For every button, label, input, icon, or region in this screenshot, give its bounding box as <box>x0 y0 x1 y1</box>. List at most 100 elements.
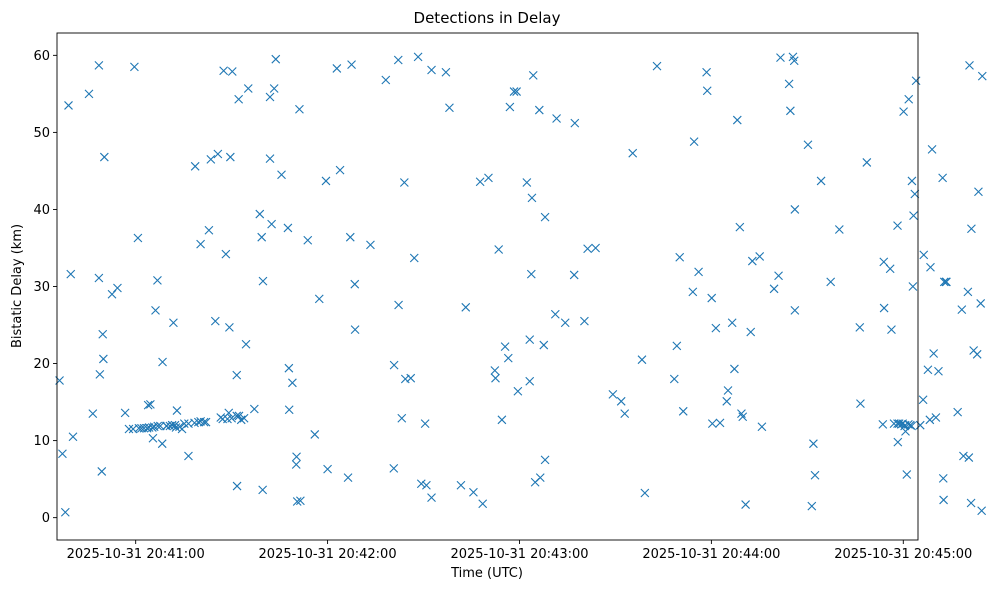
data-point-marker <box>637 355 647 365</box>
data-point-marker <box>816 176 826 186</box>
data-point-marker <box>919 250 929 260</box>
data-point-marker <box>133 233 143 243</box>
data-point-marker <box>878 420 888 429</box>
data-point-marker <box>560 318 570 328</box>
data-point-marker <box>953 407 963 417</box>
data-point-marker <box>284 363 294 373</box>
x-tick-label: 2025-10-31 20:44:00 <box>642 547 780 562</box>
data-point-marker <box>494 245 504 254</box>
data-point-marker <box>292 452 301 462</box>
data-point-marker <box>807 501 817 511</box>
data-point-marker <box>234 94 244 104</box>
data-point-marker <box>225 322 234 332</box>
data-point-marker <box>94 273 104 283</box>
data-point-marker <box>931 413 941 422</box>
data-point-marker <box>296 496 305 506</box>
data-point-marker <box>737 409 746 419</box>
data-point-marker <box>620 409 630 419</box>
data-point-marker <box>167 420 177 430</box>
data-point-marker <box>769 284 779 294</box>
data-point-marker <box>60 507 70 517</box>
data-point-marker <box>257 232 267 242</box>
data-point-marker <box>389 463 399 473</box>
data-point-marker <box>269 84 279 93</box>
data-point-marker <box>974 187 983 197</box>
data-point-marker <box>938 473 948 483</box>
data-point-marker <box>157 439 167 449</box>
data-point-marker <box>707 293 717 303</box>
data-point-marker <box>497 415 507 425</box>
data-point-marker <box>862 158 872 167</box>
data-point-marker <box>678 406 688 416</box>
data-point-marker <box>789 56 799 66</box>
data-point-marker <box>512 87 521 96</box>
data-point-marker <box>397 413 407 423</box>
y-axis: 0 10 20 30 40 50 60 <box>33 49 57 526</box>
data-point-marker <box>887 325 896 335</box>
data-point-marker <box>288 378 297 388</box>
data-point-marker <box>190 161 200 171</box>
data-point-marker <box>255 209 265 219</box>
data-point-marker <box>926 262 935 272</box>
y-tick-label: 30 <box>33 280 50 295</box>
data-point-marker <box>343 473 353 482</box>
data-point-marker <box>688 287 698 297</box>
data-point-marker <box>722 396 732 406</box>
data-point-marker <box>711 323 721 333</box>
data-point-marker <box>746 327 756 337</box>
data-point-marker <box>206 154 216 164</box>
data-point-marker <box>893 437 903 447</box>
data-point-marker <box>672 341 682 351</box>
data-point-marker <box>527 193 537 203</box>
y-tick-label: 60 <box>33 49 50 64</box>
data-point-marker <box>249 404 259 414</box>
data-point-marker <box>923 365 933 375</box>
data-point-marker <box>707 419 717 429</box>
data-point-marker <box>314 294 324 304</box>
data-point-marker <box>478 499 488 509</box>
data-point-marker <box>66 269 76 279</box>
data-point-marker <box>445 103 454 113</box>
data-point-marker <box>774 271 783 281</box>
data-point-marker <box>97 467 107 476</box>
data-point-marker <box>94 60 104 70</box>
data-point-marker <box>243 84 253 93</box>
data-point-marker <box>224 408 234 418</box>
data-point-marker <box>350 325 360 335</box>
y-tick-label: 40 <box>33 203 50 218</box>
data-point-marker <box>98 329 108 339</box>
data-point-marker <box>522 178 532 187</box>
data-point-marker <box>456 480 466 490</box>
data-point-marker <box>669 374 679 384</box>
data-point-marker <box>427 65 436 75</box>
data-point-marker <box>267 219 276 229</box>
data-point-marker <box>977 506 987 516</box>
data-point-marker <box>967 224 976 234</box>
data-point-marker <box>258 485 268 495</box>
data-point-marker <box>885 264 895 274</box>
data-point-marker <box>284 405 294 415</box>
data-point-marker <box>169 318 178 328</box>
x-tick-label: 2025-10-31 20:41:00 <box>67 547 205 562</box>
data-point-marker <box>99 152 109 162</box>
data-point-marker <box>855 322 865 332</box>
data-point-marker <box>227 67 237 76</box>
data-point-marker <box>120 408 130 418</box>
x-tick-label: 2025-10-31 20:42:00 <box>259 547 397 562</box>
data-point-marker <box>221 249 231 259</box>
data-point-marker <box>910 189 920 199</box>
data-point-marker <box>283 223 293 233</box>
data-point-marker <box>569 270 579 280</box>
data-point-marker <box>95 369 105 379</box>
data-point-marker <box>790 205 800 214</box>
data-point-marker <box>856 399 865 409</box>
data-point-marker <box>399 178 409 187</box>
data-point-marker <box>332 64 342 73</box>
data-point-marker <box>148 433 158 443</box>
data-point-marker <box>732 115 742 125</box>
data-point-marker <box>957 305 967 315</box>
data-point-marker <box>146 400 155 409</box>
data-point-marker <box>911 76 921 86</box>
data-point-marker <box>925 415 935 425</box>
data-point-marker <box>675 252 685 262</box>
